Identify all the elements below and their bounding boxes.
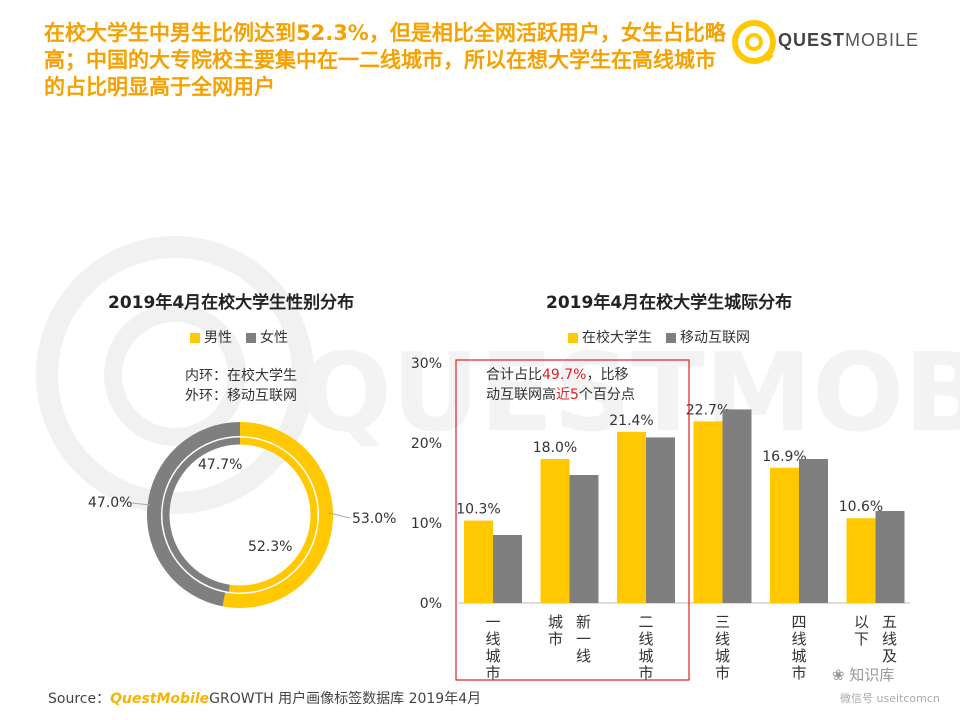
- category-label-char: 市: [638, 664, 653, 682]
- category-label-char: 市: [715, 664, 730, 682]
- highlight-annotation-line1: 合计占比49.7%，比移: [486, 367, 628, 383]
- bar-mobile-2: [646, 437, 675, 603]
- category-label-char: 市: [791, 664, 806, 682]
- bar-mobile-0: [493, 535, 522, 603]
- category-label-char: 城: [548, 613, 563, 631]
- bar-legend: 在校大学生 移动互联网: [568, 327, 750, 347]
- category-label-char: 城: [638, 647, 653, 665]
- bar-mobile-4: [799, 459, 828, 603]
- donut-note-line2: 外环：移动互联网: [185, 388, 297, 404]
- legend-item-mobile: 移动互联网: [666, 327, 750, 347]
- inner-ring-segment-female: [162, 437, 241, 592]
- category-label-char: 城: [715, 647, 730, 665]
- bar-students-1: [540, 459, 570, 603]
- category-label-char: 线: [715, 630, 730, 648]
- bar-mobile-1: [569, 475, 599, 603]
- inner-label-male: 52.3%: [248, 539, 292, 555]
- category-label-char: 线: [638, 630, 653, 648]
- category-label-char: 五: [882, 613, 897, 631]
- outer-ring-segment-female: [147, 422, 241, 607]
- bar-value-label: 10.3%: [456, 502, 500, 518]
- bar-value-label: 18.0%: [533, 440, 577, 456]
- wechat-icon: ❀: [832, 666, 850, 684]
- legend-item-male: 男性: [190, 327, 232, 347]
- category-label-char: 城: [485, 647, 500, 665]
- category-label-char: 线: [882, 630, 897, 648]
- legend-item-students: 在校大学生: [568, 327, 652, 347]
- logo-icon: [732, 20, 776, 64]
- bar-value-label: 10.6%: [839, 499, 883, 515]
- category-label-char: 下: [854, 630, 869, 648]
- category-label-char: 一: [576, 630, 591, 648]
- category-label-char: 城: [791, 647, 806, 665]
- bar-students-4: [770, 467, 799, 603]
- y-tick-label: 0%: [420, 596, 442, 612]
- category-label-char: 市: [548, 630, 563, 648]
- y-tick-label: 30%: [411, 356, 442, 372]
- y-tick-label: 10%: [411, 516, 442, 532]
- leader-line-male: [328, 512, 351, 519]
- category-label-char: 三: [715, 613, 730, 631]
- inner-ring-segment-male: [228, 437, 318, 593]
- outer-label-male: 53.0%: [352, 511, 396, 527]
- leader-line-female: [131, 502, 151, 506]
- bar-students-5: [846, 518, 876, 603]
- legend-item-female: 女性: [246, 327, 288, 347]
- category-label-char: 市: [485, 664, 500, 682]
- donut-note-line1: 内环：在校大学生: [185, 367, 297, 384]
- bar-value-label: 22.7%: [686, 402, 730, 418]
- category-label-char: 二: [638, 613, 653, 631]
- bar-chart-title: 2019年4月在校大学生城际分布: [546, 293, 793, 313]
- y-tick-label: 20%: [411, 436, 442, 452]
- bar-students-3: [693, 421, 723, 603]
- donut-chart: 内环：在校大学生 外环：移动互联网 47.0% 53.0% 47.7% 52.3…: [88, 367, 396, 608]
- bar-students-2: [617, 431, 646, 603]
- category-label-char: 线: [576, 647, 591, 665]
- bar-value-label: 21.4%: [609, 413, 653, 429]
- category-label-char: 四: [791, 613, 806, 631]
- outer-ring-segment-male: [222, 422, 333, 608]
- donut-legend: 男性 女性: [190, 327, 288, 347]
- questmobile-logo: [732, 20, 776, 64]
- category-label-char: 线: [485, 630, 500, 648]
- wechat-id: 微信号 useitcomcn: [840, 692, 940, 705]
- donut-chart-title: 2019年4月在校大学生性别分布: [108, 293, 355, 313]
- source-line: Source：QuestMobileGROWTH 用户画像标签数据库 2019年…: [48, 691, 482, 707]
- category-label-char: 一: [485, 613, 500, 631]
- logo-text: QUESTMOBILE: [778, 30, 920, 50]
- bar-mobile-3: [722, 409, 752, 603]
- bar-value-label: 16.9%: [762, 449, 806, 465]
- page-title: 在校大学生中男生比例达到52.3%，但是相比全网活跃用户，女生占比略高；中国的大…: [44, 21, 726, 99]
- category-label-char: 以: [854, 613, 869, 631]
- category-label-char: 及: [882, 647, 897, 665]
- outer-label-female: 47.0%: [88, 495, 132, 511]
- bar-chart: 0%10%20%30% 10.3%一线城市18.0%城市新一线21.4%二线城市…: [411, 356, 910, 682]
- category-label-char: 新: [576, 613, 591, 631]
- category-label-char: 线: [791, 630, 806, 648]
- highlight-box: [455, 359, 690, 681]
- highlight-annotation-line2: 动互联网高近5个百分点: [486, 386, 635, 403]
- bar-mobile-5: [875, 511, 905, 603]
- wechat-badge: ❀ 知识库: [832, 666, 895, 684]
- bar-students-0: [464, 520, 493, 603]
- inner-label-female: 47.7%: [198, 457, 242, 473]
